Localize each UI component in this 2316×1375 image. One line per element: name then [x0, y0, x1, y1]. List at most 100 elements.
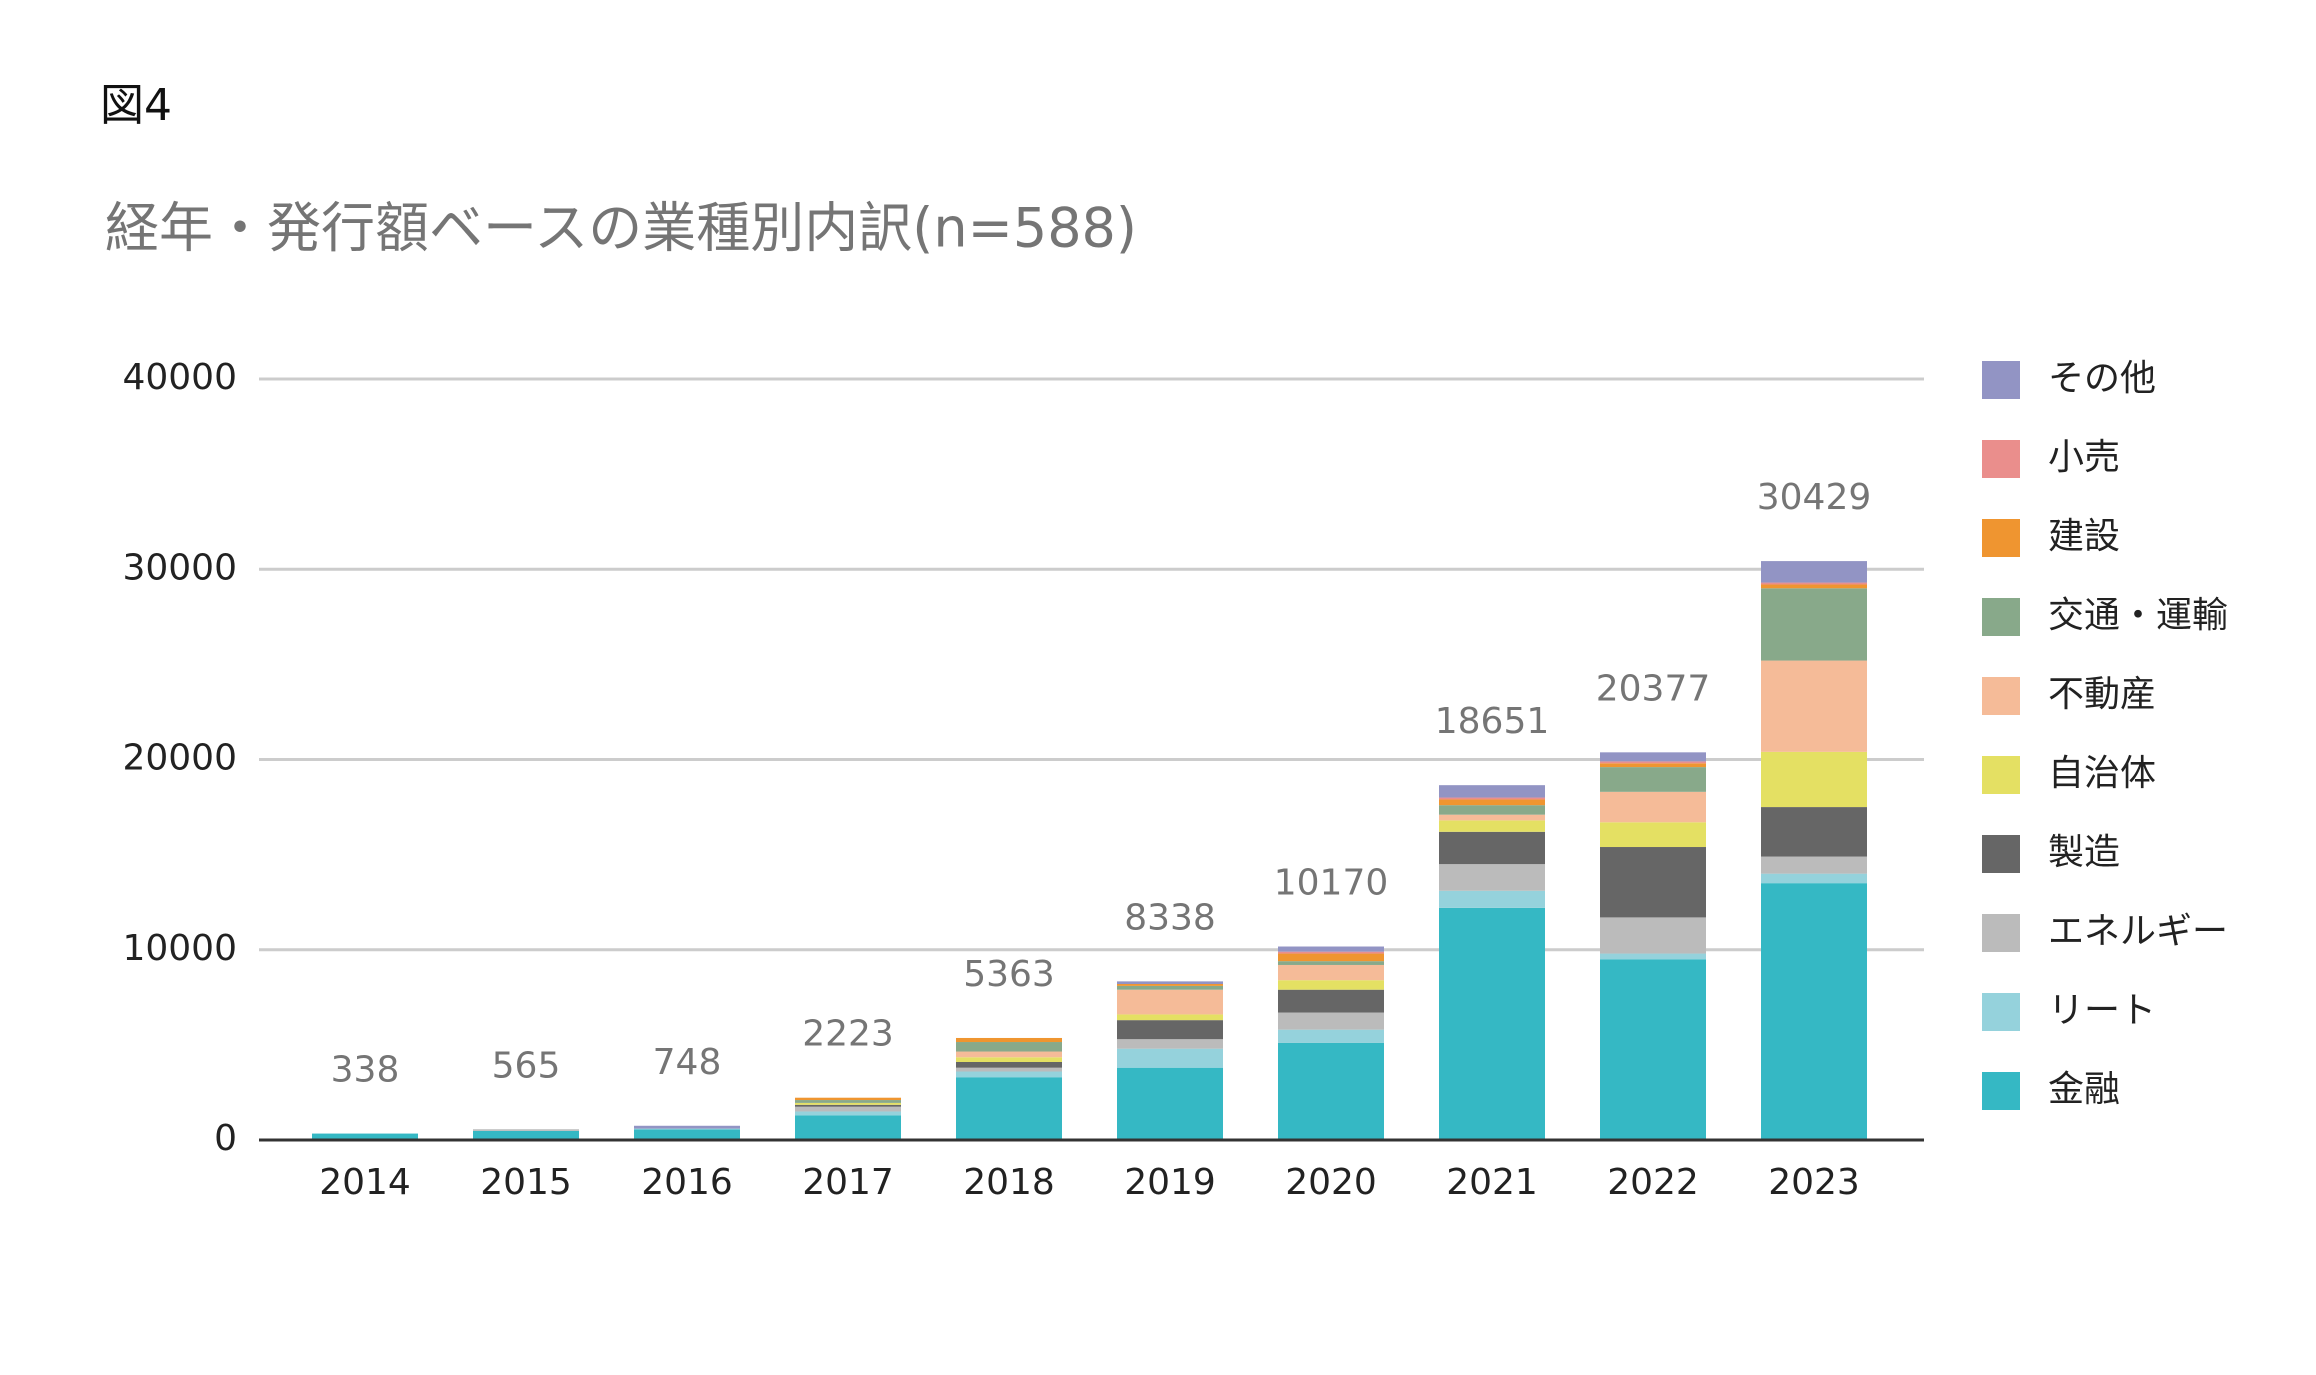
- bar-segment: [1117, 983, 1223, 986]
- x-tick-label: 2016: [641, 1162, 733, 1203]
- bar-segment: [1761, 873, 1867, 884]
- bar-segment: [1761, 856, 1867, 874]
- legend-swatch: [1982, 993, 2020, 1031]
- x-tick-label: 2020: [1285, 1162, 1377, 1203]
- legend-label: エネルギー: [2048, 911, 2228, 952]
- bar-segment: [1117, 1067, 1223, 1140]
- bar-segment: [956, 1051, 1062, 1058]
- legend-label: 小売: [2048, 437, 2120, 478]
- legend-label: リート: [2048, 990, 2156, 1031]
- legend-swatch: [1982, 440, 2020, 478]
- bar-segment: [1600, 752, 1706, 762]
- bar-segment: [795, 1106, 901, 1112]
- total-label: 2223: [802, 1014, 894, 1055]
- bar-segment: [1278, 964, 1384, 981]
- bar-segment: [1600, 959, 1706, 1140]
- bar-segment: [634, 1128, 740, 1130]
- bar-segment: [1278, 980, 1384, 990]
- y-tick-label: 10000: [122, 928, 237, 969]
- bar-segment: [1600, 761, 1706, 764]
- bar-segment: [473, 1129, 579, 1131]
- bar-segment: [1439, 814, 1545, 821]
- bar-segment: [1761, 561, 1867, 583]
- legend-swatch: [1982, 519, 2020, 557]
- bar-segment: [1600, 953, 1706, 960]
- bar-segment: [956, 1067, 1062, 1072]
- bar-segment: [1600, 763, 1706, 768]
- legend-label: 製造: [2048, 832, 2120, 873]
- bar-segment: [634, 1129, 740, 1140]
- legend-swatch: [1982, 1072, 2020, 1110]
- total-label: 20377: [1596, 668, 1711, 709]
- bar-segment: [1439, 864, 1545, 891]
- chart-title: 経年・発行額ベースの業種別内訳(n=588): [105, 197, 1137, 260]
- total-label: 18651: [1435, 701, 1550, 742]
- bar-segment: [956, 1057, 1062, 1062]
- bar-segment: [1117, 985, 1223, 990]
- bar-segment: [1439, 907, 1545, 1140]
- total-label: 30429: [1757, 477, 1872, 518]
- bar-segment: [634, 1125, 740, 1129]
- bar-segment: [1761, 588, 1867, 661]
- bar-segment: [795, 1102, 901, 1105]
- bar-segment: [1117, 981, 1223, 984]
- bar-segment: [1439, 831, 1545, 865]
- total-label: 8338: [1124, 897, 1216, 938]
- bar-segment: [956, 1071, 1062, 1078]
- bar-segment: [1600, 822, 1706, 848]
- bar-segment: [1439, 805, 1545, 815]
- legend-label: 建設: [2048, 516, 2120, 557]
- bar-segment: [1278, 946, 1384, 952]
- bar-segment: [1278, 1042, 1384, 1140]
- x-tick-label: 2018: [963, 1162, 1055, 1203]
- bar-segment: [956, 1042, 1062, 1052]
- bar-segment: [1117, 989, 1223, 1015]
- bar-segment: [956, 1061, 1062, 1068]
- legend-label: その他: [2048, 358, 2156, 399]
- legend-swatch: [1982, 756, 2020, 794]
- legend-label: 不動産: [2048, 674, 2156, 715]
- bar-segment: [1761, 807, 1867, 857]
- bar-segment: [795, 1100, 901, 1103]
- y-tick-label: 30000: [122, 547, 237, 588]
- bar-segment: [1278, 1012, 1384, 1030]
- bar-segment: [1278, 1029, 1384, 1043]
- total-label: 338: [331, 1050, 400, 1091]
- bar-segment: [795, 1115, 901, 1140]
- bar-segment: [1761, 751, 1867, 808]
- y-tick-label: 0: [214, 1118, 237, 1159]
- bar-segment: [1117, 1048, 1223, 1068]
- bar-segment: [1761, 883, 1867, 1140]
- bar-segment: [312, 1133, 418, 1140]
- bar-segment: [1600, 767, 1706, 792]
- bar-segment: [1761, 584, 1867, 589]
- y-tick-label: 20000: [122, 738, 237, 779]
- total-label: 10170: [1274, 863, 1389, 904]
- bar-segment: [1600, 791, 1706, 823]
- x-tick-label: 2017: [802, 1162, 894, 1203]
- total-label: 748: [653, 1042, 722, 1083]
- total-label: 565: [492, 1045, 561, 1086]
- legend-swatch: [1982, 361, 2020, 399]
- legend-swatch: [1982, 914, 2020, 952]
- bar-segment: [1278, 989, 1384, 1013]
- bar-segment: [1600, 847, 1706, 918]
- bar-segment: [1600, 917, 1706, 954]
- bar-segment: [1117, 1020, 1223, 1040]
- total-label: 5363: [963, 954, 1055, 995]
- bar-segment: [1117, 1039, 1223, 1049]
- x-tick-label: 2022: [1607, 1162, 1699, 1203]
- bar-segment: [956, 1037, 1062, 1043]
- x-tick-label: 2021: [1446, 1162, 1538, 1203]
- x-tick-label: 2014: [319, 1162, 411, 1203]
- y-tick-label: 40000: [122, 357, 237, 398]
- bar-segment: [956, 1077, 1062, 1140]
- bar-segment: [1439, 797, 1545, 800]
- bar-segment: [1439, 785, 1545, 798]
- bar-segment: [1761, 582, 1867, 585]
- bar-segment: [1278, 961, 1384, 965]
- bar-segment: [1439, 820, 1545, 832]
- figure-label: 図4: [100, 80, 172, 131]
- bar-segment: [795, 1104, 901, 1107]
